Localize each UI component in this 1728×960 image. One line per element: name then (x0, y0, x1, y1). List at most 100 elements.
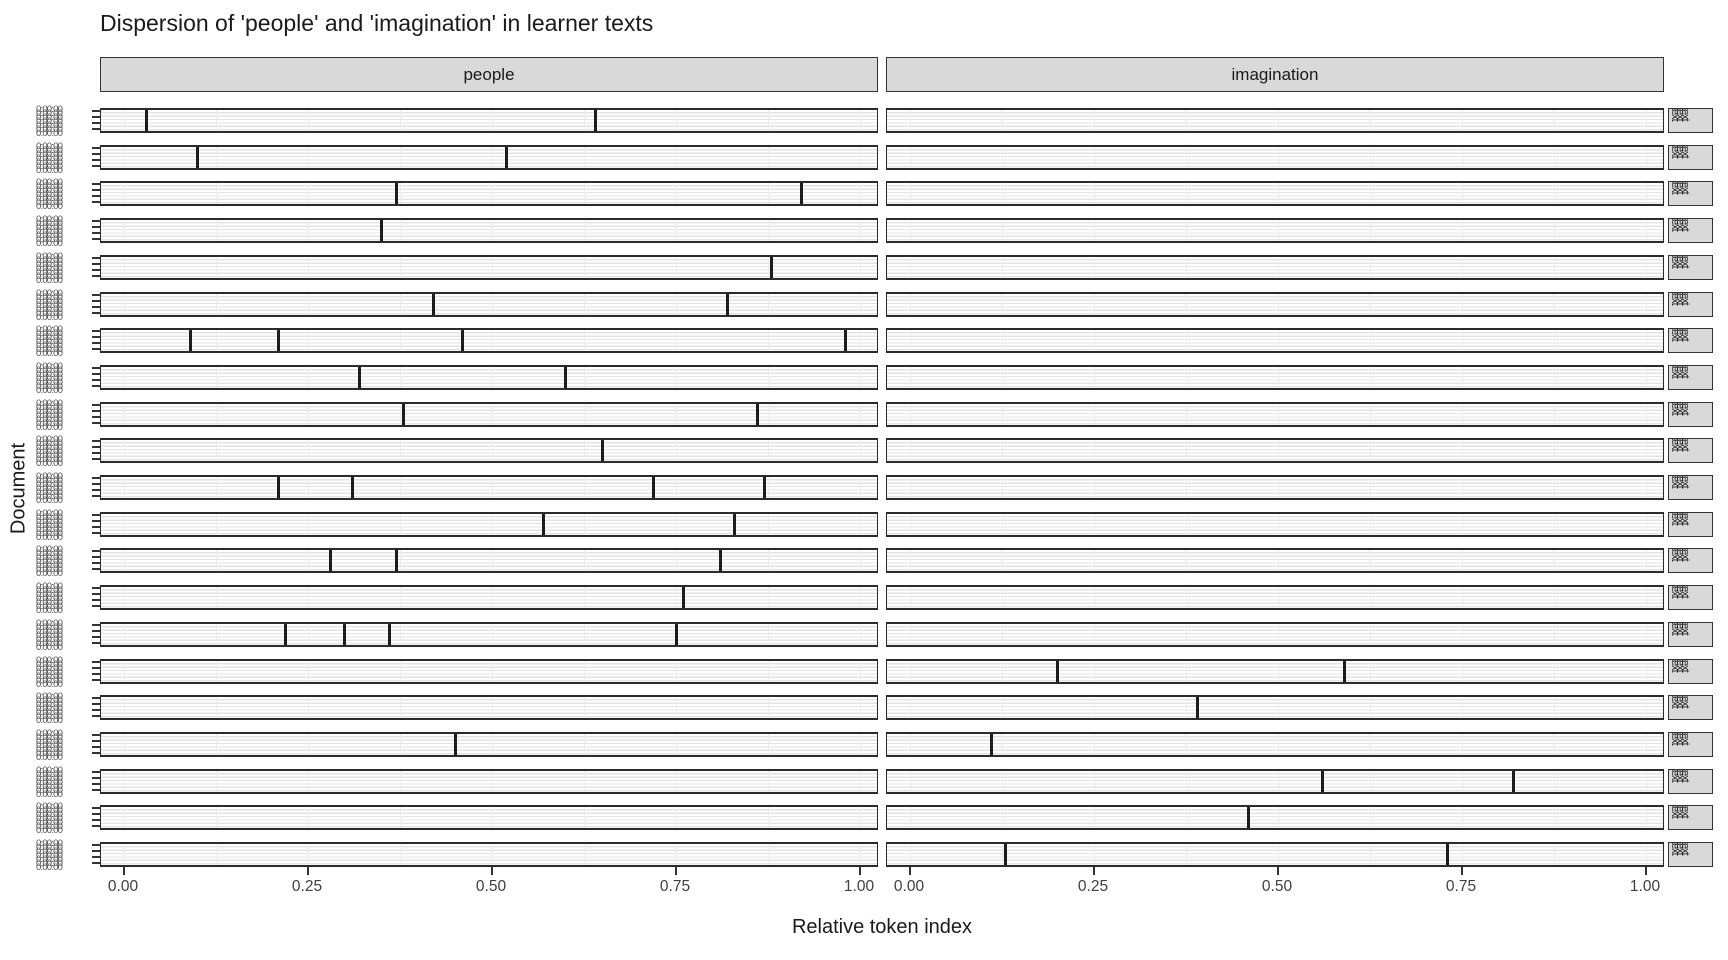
gridline (1462, 587, 1463, 608)
gridline (1186, 661, 1187, 682)
facet-strip-imagination-label: imagination (1231, 64, 1319, 84)
token-occurrence-line (989, 734, 993, 755)
gridline (124, 661, 125, 682)
gridline (1646, 440, 1647, 461)
gridline (492, 404, 493, 425)
y-tick-labels-overlapped: 0:00:00 0:00:00 0:00:00 0:00:00 0:00:00 0:00:… (36, 141, 63, 176)
gridline (1186, 110, 1187, 131)
y-tick-labels-overlapped: 0:00:00 0:00:00 0:00:00 0:00:00 0:00:00 0:00:… (36, 361, 63, 396)
gridline (1370, 587, 1371, 608)
gridline (124, 514, 125, 535)
gridline (860, 110, 861, 131)
y-axis-tick (92, 850, 100, 852)
gridline (1278, 257, 1279, 278)
gridline (124, 771, 125, 792)
token-occurrence-line (1342, 661, 1346, 682)
gridline (768, 147, 769, 168)
gridline (400, 220, 401, 241)
gridline (1002, 550, 1003, 571)
gridline (492, 183, 493, 204)
gridline (584, 734, 585, 755)
gridline (216, 367, 217, 388)
y-axis-tick (92, 703, 100, 705)
gridline (676, 183, 677, 204)
y-axis-tick (92, 679, 100, 681)
gridline (308, 771, 309, 792)
y-axis-tick (92, 526, 100, 528)
gridline (1370, 697, 1371, 718)
gridline (492, 844, 493, 865)
facet-strip-document: text text text (1668, 438, 1713, 463)
gridline (1462, 697, 1463, 718)
document-row: 0:00:00 0:00:00 0:00:00 0:00:00 0:00:00 0:00:… (0, 214, 1728, 249)
gridline (124, 477, 125, 498)
gridline (308, 440, 309, 461)
y-axis-tick (92, 116, 100, 118)
gridline (768, 771, 769, 792)
y-axis-tick (92, 452, 100, 454)
facet-panel (886, 512, 1664, 537)
gridline (492, 734, 493, 755)
y-axis-tick (92, 446, 100, 448)
y-axis-tick (92, 195, 100, 197)
gridline (1278, 624, 1279, 645)
facet-panel (886, 548, 1664, 573)
document-row: 0:00:00 0:00:00 0:00:00 0:00:00 0:00:00 0:00:… (0, 434, 1728, 469)
token-occurrence-line (542, 514, 545, 535)
gridline (1462, 550, 1463, 571)
gridline (1278, 110, 1279, 131)
gridline (1002, 404, 1003, 425)
gridline (1462, 404, 1463, 425)
y-axis-tick (92, 807, 100, 809)
token-occurrence-line (755, 404, 759, 425)
gridline (1278, 734, 1279, 755)
facet-panel (886, 108, 1664, 133)
facet-strip-document: text text text (1668, 512, 1713, 537)
gridline (1002, 844, 1003, 865)
facet-strip-document: text text text (1668, 292, 1713, 317)
facet-panel (100, 769, 878, 794)
y-axis-tick (92, 263, 100, 265)
gridline (400, 844, 401, 865)
gridline (1554, 147, 1555, 168)
gridline (1554, 367, 1555, 388)
facet-panel (886, 585, 1664, 610)
gridline (1278, 440, 1279, 461)
y-axis-tick (92, 336, 100, 338)
gridline (1278, 404, 1279, 425)
facet-panel (886, 402, 1664, 427)
gridline (216, 440, 217, 461)
x-axis-tick-label: 1.00 (1629, 878, 1661, 895)
y-axis-tick (92, 440, 100, 442)
gridline (860, 661, 861, 682)
gridline (124, 257, 125, 278)
y-axis-tick (92, 599, 100, 601)
token-occurrence-line (144, 110, 148, 131)
facet-panel (886, 842, 1664, 867)
gridline (400, 404, 401, 425)
gridline (492, 697, 493, 718)
gridline (1278, 661, 1279, 682)
gridline (1646, 367, 1647, 388)
gridline (492, 807, 493, 828)
gridline (1646, 183, 1647, 204)
facet-panel (886, 769, 1664, 794)
gridline (1462, 624, 1463, 645)
document-row: 0:00:00 0:00:00 0:00:00 0:00:00 0:00:00 0:00:… (0, 324, 1728, 359)
y-axis-tick (92, 562, 100, 564)
y-tick-labels-overlapped: 0:00:00 0:00:00 0:00:00 0:00:00 0:00:00 0:00:… (36, 251, 63, 286)
gridline (1554, 514, 1555, 535)
y-axis-tick (92, 128, 100, 130)
gridline (1002, 440, 1003, 461)
facet-panel (100, 659, 878, 684)
gridline (400, 587, 401, 608)
gridline (1094, 550, 1095, 571)
facet-strip-document: text text text (1668, 585, 1713, 610)
document-row: 0:00:00 0:00:00 0:00:00 0:00:00 0:00:00 0:00:… (0, 508, 1728, 543)
y-axis-tick (92, 257, 100, 259)
y-axis-tick (92, 752, 100, 754)
gridline (910, 734, 911, 755)
y-axis-tick (92, 777, 100, 779)
gridline (1186, 514, 1187, 535)
token-occurrence-line (762, 477, 766, 498)
